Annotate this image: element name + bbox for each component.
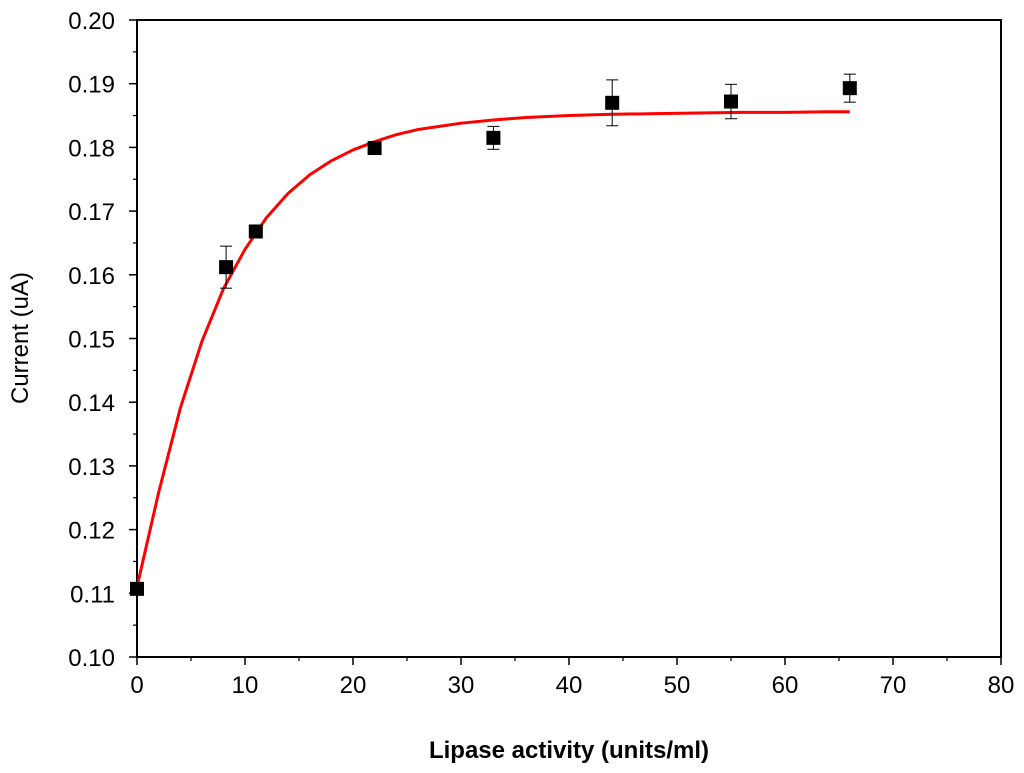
x-tick-label: 80 [988, 672, 1015, 699]
x-tick-label: 10 [232, 672, 259, 699]
data-point [486, 125, 501, 150]
square-marker [219, 260, 234, 275]
square-marker [724, 94, 738, 109]
y-tick-label: 0.19 [68, 72, 115, 99]
data-point [605, 79, 620, 127]
y-tick-label: 0.14 [68, 390, 115, 417]
y-tick-label: 0.11 [70, 581, 115, 608]
data-point [219, 245, 234, 289]
x-tick-label: 30 [448, 672, 475, 699]
fit-line [135, 110, 850, 588]
x-tick-label: 60 [772, 672, 799, 699]
square-marker [130, 581, 144, 596]
data-point [367, 141, 382, 156]
y-tick-label: 0.17 [68, 199, 115, 226]
square-marker [605, 95, 620, 110]
x-tick-label: 40 [556, 672, 583, 699]
x-tick-label: 20 [340, 672, 367, 699]
x-tick-label: 50 [664, 672, 691, 699]
square-marker [248, 224, 263, 239]
fit-curve [135, 110, 850, 588]
y-tick-label: 0.20 [68, 8, 115, 35]
y-tick-label: 0.12 [68, 518, 115, 545]
square-marker [842, 81, 857, 96]
data-point [724, 83, 738, 120]
y-axis-title: Current (uA) [7, 272, 34, 404]
data-point [130, 581, 144, 596]
y-tick-label: 0.10 [68, 645, 115, 672]
square-marker [486, 130, 501, 145]
data-points [130, 73, 857, 596]
data-point [248, 224, 263, 239]
y-tick-labels: 0.10 0.11 0.12 0.13 0.14 0.15 0.16 0.17 0.18 0.19… [68, 8, 115, 672]
y-tick-label: 0.16 [68, 263, 115, 290]
y-tick-label: 0.13 [68, 454, 115, 481]
y-tick-label: 0.15 [68, 327, 115, 354]
square-marker [367, 141, 382, 156]
axis-ticks [129, 19, 1002, 665]
x-tick-label: 70 [880, 672, 907, 699]
data-point [842, 73, 857, 103]
x-tick-labels: 0 10 20 30 40 50 60 70 80 [130, 672, 1014, 699]
x-axis-title: Lipase activity (units/ml) [429, 737, 709, 764]
y-tick-label: 0.18 [68, 135, 115, 162]
x-tick-label: 0 [130, 672, 143, 699]
